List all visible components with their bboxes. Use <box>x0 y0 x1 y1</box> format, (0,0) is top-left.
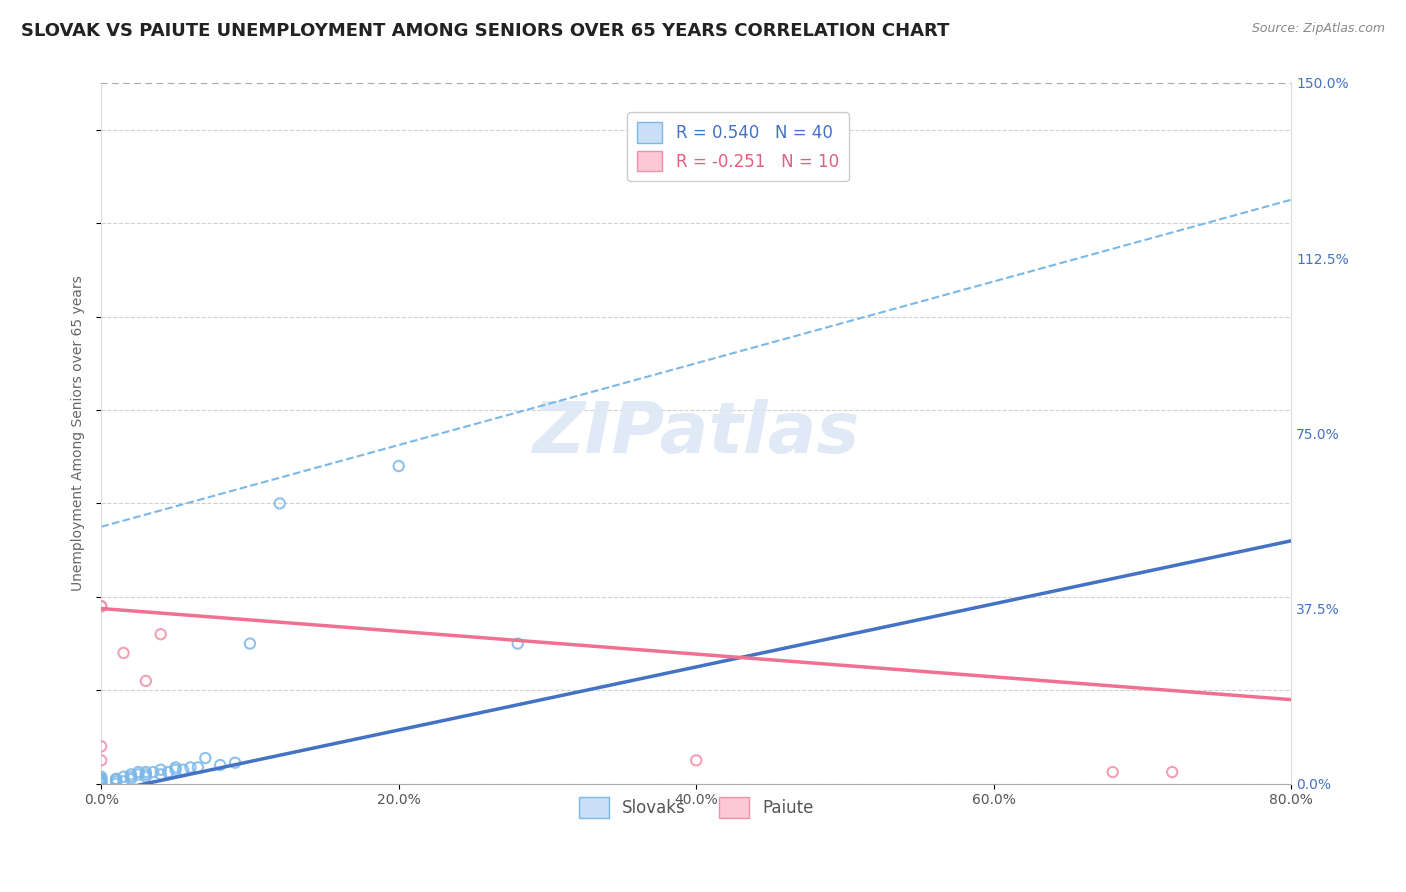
Point <box>209 758 232 772</box>
Point <box>90 774 112 789</box>
Point <box>120 767 142 781</box>
Text: ZIPatlas: ZIPatlas <box>533 399 860 467</box>
Point <box>187 760 209 774</box>
Point <box>685 753 707 767</box>
Point <box>172 763 194 777</box>
Point <box>269 496 291 510</box>
Point <box>388 458 411 473</box>
Point <box>90 777 112 791</box>
Point <box>149 767 172 781</box>
Point <box>90 777 112 791</box>
Point <box>224 756 246 770</box>
Point <box>90 753 112 767</box>
Point <box>142 765 165 780</box>
Point <box>1101 765 1123 780</box>
Point <box>90 770 112 784</box>
Point <box>1161 765 1184 780</box>
Point <box>112 770 135 784</box>
Point <box>157 765 180 780</box>
Point <box>165 760 187 774</box>
Point <box>90 772 112 786</box>
Point <box>165 763 187 777</box>
Point <box>90 774 112 789</box>
Point <box>239 636 262 650</box>
Point <box>135 765 157 780</box>
Point <box>194 751 217 765</box>
Point <box>149 763 172 777</box>
Point <box>90 772 112 787</box>
Y-axis label: Unemployment Among Seniors over 65 years: Unemployment Among Seniors over 65 years <box>72 276 86 591</box>
Text: Source: ZipAtlas.com: Source: ZipAtlas.com <box>1251 22 1385 36</box>
Point <box>506 636 529 650</box>
Point <box>120 770 142 784</box>
Point <box>90 777 112 791</box>
Point <box>105 772 128 786</box>
Point <box>90 599 112 614</box>
Legend: Slovaks, Paiute: Slovaks, Paiute <box>572 791 821 824</box>
Point <box>112 646 135 660</box>
Point <box>135 673 157 688</box>
Point <box>105 772 128 786</box>
Point <box>90 777 112 791</box>
Point <box>105 774 128 789</box>
Point <box>112 774 135 789</box>
Point <box>90 739 112 754</box>
Point <box>127 767 149 781</box>
Point <box>135 767 157 781</box>
Point <box>179 760 201 774</box>
Text: SLOVAK VS PAIUTE UNEMPLOYMENT AMONG SENIORS OVER 65 YEARS CORRELATION CHART: SLOVAK VS PAIUTE UNEMPLOYMENT AMONG SENI… <box>21 22 949 40</box>
Point <box>135 770 157 784</box>
Point <box>90 772 112 786</box>
Point <box>127 765 149 780</box>
Point <box>90 599 112 614</box>
Point <box>149 627 172 641</box>
Point <box>105 777 128 791</box>
Point <box>120 772 142 786</box>
